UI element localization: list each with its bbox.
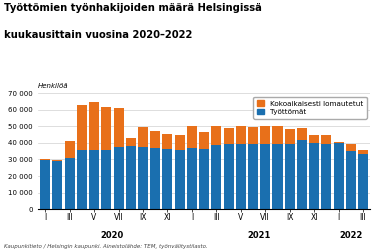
Bar xyxy=(175,135,185,149)
Bar xyxy=(346,151,356,209)
Bar xyxy=(101,150,111,209)
Bar xyxy=(113,108,124,147)
Bar xyxy=(260,126,270,144)
Bar xyxy=(175,149,185,209)
Bar xyxy=(285,129,295,144)
Bar xyxy=(346,144,356,151)
Bar xyxy=(138,127,148,147)
Bar xyxy=(358,154,368,209)
Text: kuukausittain vuosina 2020–2022: kuukausittain vuosina 2020–2022 xyxy=(4,30,192,40)
Bar xyxy=(199,132,209,149)
Bar xyxy=(163,149,172,209)
Bar xyxy=(126,146,136,209)
Bar xyxy=(150,148,160,209)
Bar xyxy=(297,140,307,209)
Bar xyxy=(211,125,222,145)
Bar xyxy=(65,158,74,209)
Bar xyxy=(334,143,344,209)
Bar xyxy=(273,144,282,209)
Bar xyxy=(77,105,87,150)
Bar xyxy=(309,143,319,209)
Text: Kaupunkitieto / Helsingin kaupunki. Aineistolähde: TEM, työnvälitystilasto.: Kaupunkitieto / Helsingin kaupunki. Aine… xyxy=(4,244,208,249)
Bar xyxy=(126,138,136,146)
Bar xyxy=(163,134,172,149)
Bar xyxy=(285,144,295,209)
Bar xyxy=(236,125,246,144)
Bar xyxy=(138,147,148,209)
Bar xyxy=(77,150,87,209)
Bar xyxy=(65,141,74,158)
Bar xyxy=(223,144,234,209)
Bar xyxy=(187,148,197,209)
Bar xyxy=(187,125,197,148)
Bar xyxy=(223,128,234,144)
Text: Työttömien työnhakijoiden määrä Helsingissä: Työttömien työnhakijoiden määrä Helsingi… xyxy=(4,3,262,13)
Bar xyxy=(309,136,319,143)
Bar xyxy=(248,144,258,209)
Legend: Kokoaikaisesti lomautetut, Työttömät: Kokoaikaisesti lomautetut, Työttömät xyxy=(253,97,367,119)
Bar xyxy=(358,150,368,154)
Bar xyxy=(236,144,246,209)
Bar xyxy=(89,102,99,150)
Bar xyxy=(334,142,344,143)
Bar xyxy=(40,160,50,209)
Bar xyxy=(248,127,258,144)
Bar xyxy=(211,145,222,209)
Bar xyxy=(321,144,332,209)
Text: 2021: 2021 xyxy=(248,231,271,240)
Bar xyxy=(52,161,62,209)
Bar xyxy=(150,131,160,148)
Bar xyxy=(260,144,270,209)
Text: Henkilöä: Henkilöä xyxy=(38,83,68,89)
Bar xyxy=(40,159,50,160)
Bar xyxy=(101,107,111,150)
Bar xyxy=(321,136,332,144)
Bar xyxy=(297,128,307,140)
Bar xyxy=(113,147,124,209)
Bar xyxy=(199,149,209,209)
Text: 2020: 2020 xyxy=(101,231,124,240)
Bar xyxy=(273,126,282,144)
Bar xyxy=(89,150,99,209)
Text: 2022: 2022 xyxy=(339,231,363,240)
